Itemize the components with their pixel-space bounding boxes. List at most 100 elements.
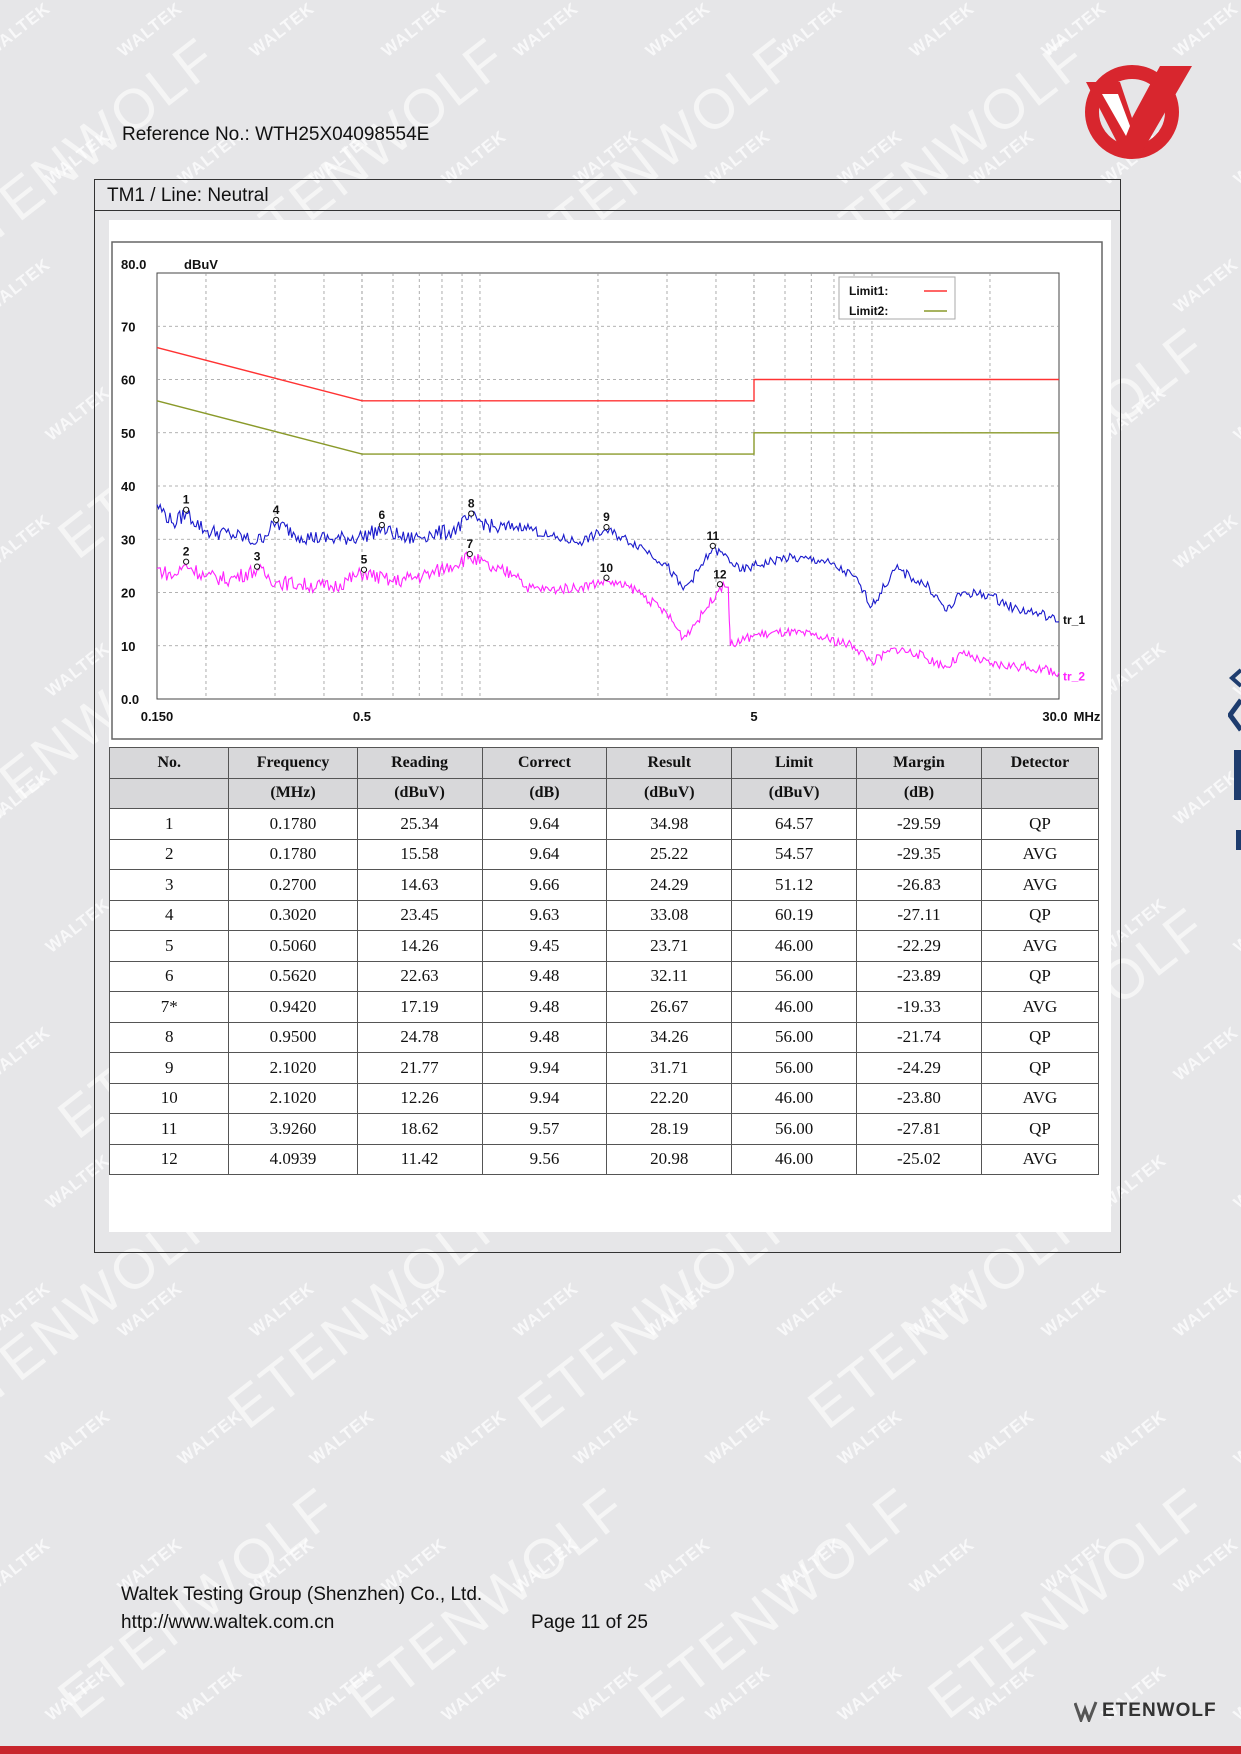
table-cell: 0.5060 bbox=[228, 930, 358, 962]
table-cell: 14.26 bbox=[356, 930, 483, 962]
watermark-text: WALTEK bbox=[1169, 1022, 1241, 1085]
table-row: 3 0.2700 14.63 9.66 24.29 51.12 -26.83 AVG bbox=[108, 869, 1100, 901]
watermark-text: WALTEK bbox=[0, 1278, 54, 1341]
table-cell: 0.3020 bbox=[228, 899, 358, 931]
table-cell: AVG bbox=[980, 1143, 1100, 1175]
table-cell: 22.63 bbox=[356, 960, 483, 992]
marker-label: 8 bbox=[468, 497, 475, 511]
watermark-text: WALTEK bbox=[833, 1662, 906, 1725]
watermark-text: WALTEK bbox=[1229, 126, 1241, 189]
table-cell: 46.00 bbox=[731, 1143, 858, 1175]
watermark-text: WALTEK bbox=[113, 1278, 186, 1341]
table-cell: 9 bbox=[108, 1052, 230, 1084]
column-unit bbox=[108, 777, 230, 809]
results-table: No. Frequency Reading Correct Result Limit Mar… bbox=[108, 747, 1100, 1175]
table-cell: 26.67 bbox=[606, 991, 733, 1023]
table-cell: 6 bbox=[108, 960, 230, 992]
table-body: 1 0.1780 25.34 9.64 34.98 64.57 -29.59 QP 2 0.178… bbox=[108, 808, 1100, 1175]
table-cell: 24.78 bbox=[356, 1021, 483, 1053]
table-cell: -23.80 bbox=[856, 1082, 982, 1114]
column-header: Correct bbox=[481, 747, 608, 779]
watermark-text: WALTEK bbox=[1169, 510, 1241, 573]
marker-point bbox=[253, 563, 261, 570]
table-cell: 9.94 bbox=[481, 1052, 608, 1084]
x-tick-label: 0.5 bbox=[353, 709, 371, 724]
marker-label: 3 bbox=[254, 550, 261, 564]
table-cell: 9.66 bbox=[481, 869, 608, 901]
watermark-text: WALTEK bbox=[173, 1662, 246, 1725]
column-header: Reading bbox=[356, 747, 483, 779]
table-cell: AVG bbox=[980, 991, 1100, 1023]
watermark-text: WALTEK bbox=[641, 1534, 714, 1597]
series-line-limit2 bbox=[156, 400, 1059, 455]
table-cell: 18.62 bbox=[356, 1113, 483, 1145]
watermark-text: WALTEK bbox=[1169, 1278, 1241, 1341]
table-cell: 14.63 bbox=[356, 869, 483, 901]
table-cell: 21.77 bbox=[356, 1052, 483, 1084]
table-cell: QP bbox=[980, 960, 1100, 992]
marker-point bbox=[709, 542, 716, 549]
series-line-limit1 bbox=[156, 346, 1059, 402]
watermark-text: WALTEK bbox=[1037, 1534, 1110, 1597]
column-unit: (dB) bbox=[856, 777, 982, 809]
table-cell: 22.20 bbox=[606, 1082, 733, 1114]
watermark-text: WALTEK bbox=[965, 1406, 1038, 1469]
marker-label: 6 bbox=[379, 508, 386, 522]
table-cell: 33.08 bbox=[606, 899, 733, 931]
test-result-frame: TM1 / Line: Neutral 80.0 70 60 50 40 30 20 10 0.… bbox=[94, 179, 1121, 1253]
table-cell: 31.71 bbox=[606, 1052, 733, 1084]
table-cell: 56.00 bbox=[731, 1021, 858, 1053]
table-row: 2 0.1780 15.58 9.64 25.22 54.57 -29.35 AVG bbox=[108, 838, 1100, 870]
watermark-text: WALTEK bbox=[1229, 1150, 1241, 1213]
table-cell: 3 bbox=[108, 869, 230, 901]
table-cell: -19.33 bbox=[856, 991, 982, 1023]
table-cell: 9.63 bbox=[481, 899, 608, 931]
footer-accent-line bbox=[0, 1746, 1241, 1754]
watermark-text: WALTEK bbox=[701, 1662, 774, 1725]
table-row: 10 2.1020 12.26 9.94 22.20 46.00 -23.80 AVG bbox=[108, 1082, 1100, 1114]
marker-point bbox=[466, 550, 473, 558]
table-cell: 60.19 bbox=[731, 899, 858, 931]
column-unit: (MHz) bbox=[228, 777, 358, 809]
watermark-text: WALTEK bbox=[245, 1278, 318, 1341]
column-header: No. bbox=[108, 747, 230, 779]
marker-point bbox=[273, 516, 280, 523]
table-cell: 2.1020 bbox=[228, 1052, 358, 1084]
watermark-text: WALTEK bbox=[701, 1406, 774, 1469]
table-cell: 5 bbox=[108, 930, 230, 962]
table-cell: -29.35 bbox=[856, 838, 982, 870]
column-header: Frequency bbox=[228, 747, 358, 779]
table-header-row: No. Frequency Reading Correct Result Limit Mar… bbox=[108, 747, 1100, 779]
table-cell: 32.11 bbox=[606, 960, 733, 992]
table-cell: 11 bbox=[108, 1113, 230, 1145]
watermark-text: WALTEK bbox=[569, 1662, 642, 1725]
table-cell: 24.29 bbox=[606, 869, 733, 901]
watermark-text: WALTEK bbox=[773, 1278, 846, 1341]
x-tick-label: 5 bbox=[750, 709, 757, 724]
watermark-text: WALTEK bbox=[1229, 894, 1241, 957]
table-cell: 2 bbox=[108, 838, 230, 870]
watermark-text: WALTEK bbox=[0, 766, 54, 829]
waltek-logo-icon bbox=[1085, 65, 1192, 159]
marker-point bbox=[183, 506, 190, 513]
x-unit-label: MHz bbox=[1074, 709, 1101, 724]
table-unit-row: (MHz) (dBuV) (dB) (dBuV) (dBuV) (dB) bbox=[108, 777, 1100, 809]
column-header: Limit bbox=[731, 747, 858, 779]
watermark-text: WALTEK bbox=[1229, 1662, 1241, 1725]
watermark-text: WALTEK bbox=[1169, 254, 1241, 317]
etenwolf-brand: ETENWOLF bbox=[1073, 1700, 1217, 1725]
legend-label: Limit1: bbox=[849, 284, 888, 298]
marker-point bbox=[603, 524, 610, 531]
table-row: 12 4.0939 11.42 9.56 20.98 46.00 -25.02 AVG bbox=[108, 1143, 1100, 1175]
footer-url[interactable]: http://www.waltek.com.cn bbox=[121, 1612, 335, 1633]
emission-chart-panel: 80.0 70 60 50 40 30 20 10 0.0 dBuV 0.150 0.5 5 30.0 MH… bbox=[109, 220, 1111, 742]
column-unit bbox=[980, 777, 1100, 809]
table-cell: -27.11 bbox=[856, 899, 982, 931]
y-tick-label: 20 bbox=[121, 586, 135, 601]
watermark-text: WALTEK bbox=[113, 0, 186, 61]
results-table-panel: No. Frequency Reading Correct Result Limit Mar… bbox=[108, 742, 1111, 1232]
marker-label: 11 bbox=[706, 529, 719, 543]
table-cell: 9.64 bbox=[481, 808, 608, 840]
y-unit-label: dBuV bbox=[184, 257, 218, 272]
table-row: 9 2.1020 21.77 9.94 31.71 56.00 -24.29 QP bbox=[108, 1052, 1100, 1084]
